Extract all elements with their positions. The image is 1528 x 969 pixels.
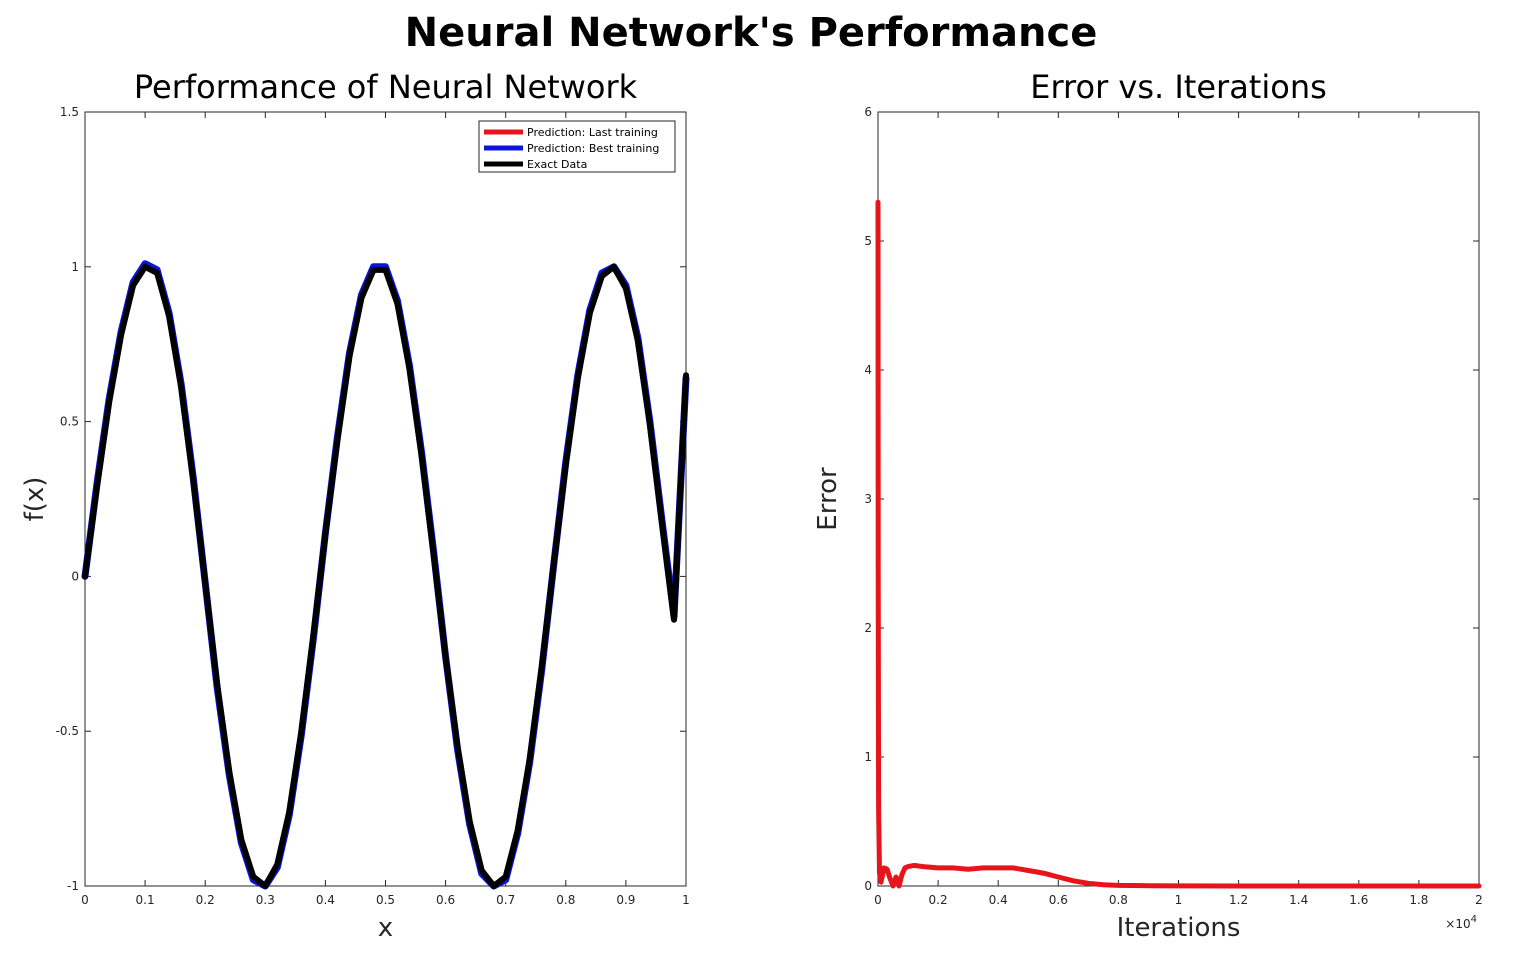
legend-entry: Exact Data xyxy=(527,158,587,171)
x-tick-label: 0.5 xyxy=(376,893,395,907)
series-line-1 xyxy=(875,199,1482,889)
legend: Prediction: Last training Prediction: Bes… xyxy=(478,120,676,173)
x-tick-label: 1.4 xyxy=(1289,893,1308,907)
x-tick-label: 0.8 xyxy=(1109,893,1128,907)
x-axis-label: Iterations xyxy=(1117,913,1241,943)
y-tick-label: 3 xyxy=(864,492,872,506)
y-tick-label: 5 xyxy=(864,234,872,248)
chart-panel-2: 0 0.2 0.4 0.6 0.8 1 1.2 1.4 1.6 1.8 2 0 1 2 3 4 5 6 Error … xyxy=(813,68,1483,943)
y-tick-label: 2 xyxy=(864,621,872,635)
y-tick-label: 0.5 xyxy=(60,415,79,429)
y-tick-label: 4 xyxy=(864,363,872,377)
y-axis-label: Error xyxy=(813,467,843,531)
x-axis-exponent: ×104 xyxy=(1445,914,1477,931)
chart-panel-1: 0 0.1 0.2 0.3 0.4 0.5 0.6 0.7 0.8 0.9 1 -1 -0.5 0 0.5 1… xyxy=(20,68,690,943)
chart-title: Error vs. Iterations xyxy=(1030,68,1327,106)
x-tick-label: 0 xyxy=(81,893,89,907)
x-tick-label: 0.8 xyxy=(556,893,575,907)
x-tick-label: 1 xyxy=(682,893,690,907)
x-tick-label: 0.3 xyxy=(256,893,275,907)
x-tick-label: 0.6 xyxy=(1049,893,1068,907)
plot-area xyxy=(877,111,1480,887)
x-tick-label: 0.1 xyxy=(136,893,155,907)
y-tick-label: 0 xyxy=(71,569,79,583)
chart-title: Performance of Neural Network xyxy=(134,68,638,106)
x-tick-label: 1.2 xyxy=(1229,893,1248,907)
x-tick-label: 0.4 xyxy=(989,893,1008,907)
y-tick-label: 1 xyxy=(864,750,872,764)
x-tick-label: 0.7 xyxy=(496,893,515,907)
x-tick-label: 0.2 xyxy=(929,893,948,907)
x-tick-label: 0.4 xyxy=(316,893,335,907)
y-tick-label: 1.5 xyxy=(60,105,79,119)
x-tick-label: 1.8 xyxy=(1409,893,1428,907)
x-tick-label: 1.6 xyxy=(1349,893,1368,907)
x-tick-label: 1 xyxy=(1175,893,1183,907)
figure-title: Neural Network's Performance xyxy=(404,10,1098,56)
x-tick-label: 0.6 xyxy=(436,893,455,907)
y-axis-label: f(x) xyxy=(20,477,50,522)
x-axis-label: x xyxy=(378,913,393,943)
x-tick-label: 0.2 xyxy=(196,893,215,907)
x-tick-label: 0 xyxy=(874,893,882,907)
series-line-3 xyxy=(82,263,689,889)
y-tick-label: -0.5 xyxy=(56,724,79,738)
y-tick-label: 0 xyxy=(864,879,872,893)
x-tick-label: 0.9 xyxy=(616,893,635,907)
plot-area xyxy=(84,111,687,887)
legend-entry: Prediction: Last training xyxy=(527,126,658,139)
y-tick-label: -1 xyxy=(67,879,79,893)
x-tick-label: 2 xyxy=(1475,893,1483,907)
legend-entry: Prediction: Best training xyxy=(527,142,659,155)
y-tick-label: 6 xyxy=(864,105,872,119)
y-tick-label: 1 xyxy=(71,260,79,274)
